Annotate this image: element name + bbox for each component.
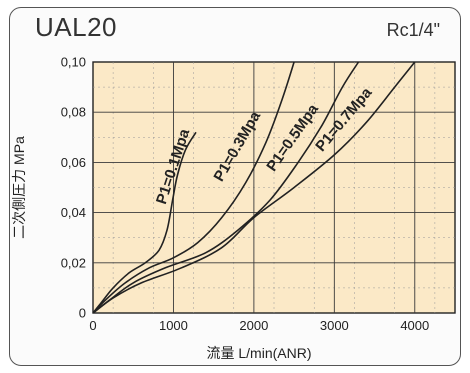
port-size-label: Rc1/4" bbox=[386, 20, 440, 40]
series-line-3 bbox=[92, 61, 360, 314]
y-tick-label: 0 bbox=[79, 306, 86, 321]
x-tick-label: 0 bbox=[89, 318, 96, 333]
chart-title: UAL20 bbox=[35, 12, 117, 42]
x-tick-label: 3000 bbox=[320, 318, 349, 333]
y-tick-label: 0,08 bbox=[61, 105, 86, 120]
series-line-4 bbox=[92, 61, 416, 314]
y-axis-label: 二次側圧力 MPa bbox=[11, 136, 27, 239]
x-tick-label: 1000 bbox=[159, 318, 188, 333]
x-axis-label: 流量 L/min(ANR) bbox=[206, 345, 311, 361]
y-tick-label: 0,06 bbox=[61, 155, 86, 170]
series-line-2 bbox=[92, 61, 295, 314]
series-line-1 bbox=[92, 131, 197, 314]
y-tick-label: 0,10 bbox=[61, 55, 86, 70]
y-tick-label: 0,04 bbox=[61, 205, 86, 220]
x-tick-label: 4000 bbox=[400, 318, 429, 333]
x-tick-label: 2000 bbox=[239, 318, 268, 333]
y-tick-label: 0,02 bbox=[61, 255, 86, 270]
